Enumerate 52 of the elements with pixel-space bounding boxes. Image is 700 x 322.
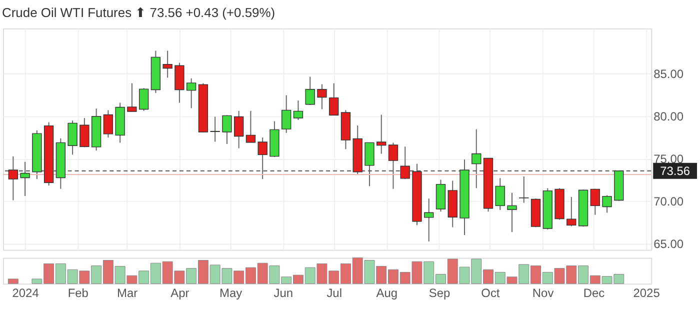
candlestick <box>507 192 517 233</box>
candlestick <box>246 110 256 143</box>
candlestick <box>282 94 292 134</box>
candlestick <box>127 82 137 112</box>
candlestick <box>376 114 386 154</box>
candlestick <box>317 84 327 110</box>
candlestick <box>138 88 149 112</box>
candlestick <box>8 156 18 201</box>
candlestick <box>364 142 374 187</box>
candlestick <box>80 118 90 148</box>
x-tick-label: Jul <box>326 286 342 300</box>
x-tick-label: Oct <box>481 286 500 300</box>
candlestick <box>472 128 482 189</box>
candlestick <box>20 161 30 196</box>
x-tick-label: 2025 <box>633 286 660 300</box>
candlestick <box>329 82 339 116</box>
candlestick <box>400 146 410 180</box>
x-tick-label: Dec <box>583 286 605 300</box>
x-tick-label: Nov <box>532 286 554 300</box>
candlestick <box>519 176 529 204</box>
x-tick-label: Jun <box>274 286 294 300</box>
ref-line-label: 73.56 <box>660 164 690 178</box>
x-tick-label: Feb <box>68 286 89 300</box>
y-tick-label: 80.00 <box>654 110 684 124</box>
y-tick-label: 75.00 <box>654 152 684 166</box>
candlestick <box>162 50 172 78</box>
candlestick <box>424 198 434 242</box>
candlestick <box>602 194 612 214</box>
x-tick-label: Sep <box>428 286 451 300</box>
candlestick <box>210 116 220 142</box>
candlestick <box>566 196 576 227</box>
candlestick <box>293 100 304 120</box>
y-tick-label: 65.00 <box>654 237 684 252</box>
chart-title: Crude Oil WTI Futures ⬆ 73.56 +0.43 (+0.59%) <box>2 4 276 20</box>
candlestick <box>590 188 600 216</box>
x-tick-label: Apr <box>170 286 190 300</box>
candlestick <box>258 137 268 180</box>
candlestick <box>305 76 315 106</box>
y-tick-label: 85.00 <box>654 66 684 81</box>
y-tick-label: 70.00 <box>654 194 684 209</box>
x-tick-label: Mar <box>117 286 138 300</box>
x-tick-label: May <box>220 286 242 300</box>
candlestick <box>222 114 232 144</box>
candlestick <box>495 178 505 210</box>
x-tick-label: Aug <box>376 286 398 300</box>
bar <box>8 278 18 284</box>
x-tick-label: 2024 <box>12 286 40 300</box>
candlestick <box>68 120 78 156</box>
candlestick <box>186 78 196 109</box>
candlestick <box>234 110 244 149</box>
candlestick <box>388 142 398 190</box>
candlestick <box>103 110 114 138</box>
